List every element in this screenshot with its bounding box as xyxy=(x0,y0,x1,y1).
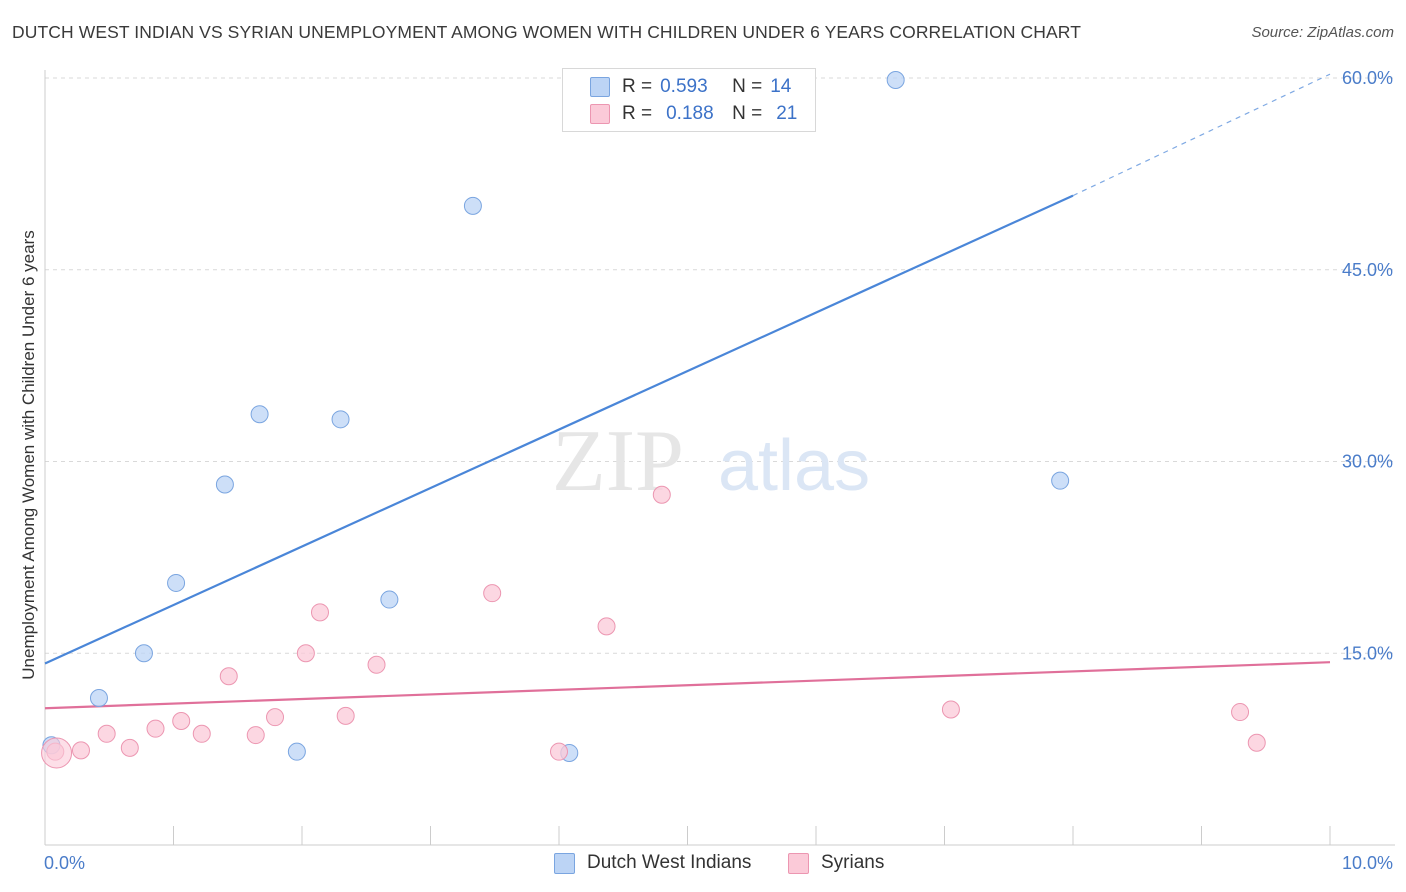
legend-item-syrians: Syrians xyxy=(788,852,884,874)
data-point xyxy=(296,644,315,663)
data-points xyxy=(41,71,1266,769)
data-point xyxy=(192,724,211,743)
data-point xyxy=(134,644,153,663)
data-point xyxy=(219,667,238,686)
legend-n-value: 21 xyxy=(776,103,798,124)
x-tick-label: 10.0% xyxy=(1342,853,1393,873)
axes xyxy=(44,70,1395,846)
legend-swatch-pink xyxy=(590,104,610,124)
tick-labels: 15.0% 30.0% 45.0% 60.0% 0.0% 10.0% xyxy=(44,68,1393,873)
data-point xyxy=(367,655,386,674)
data-point xyxy=(463,196,482,215)
legend-swatch-blue xyxy=(590,77,610,97)
source-label: Source: ZipAtlas.com xyxy=(1251,24,1394,41)
x-tick-label: 0.0% xyxy=(44,853,85,873)
trend-lines xyxy=(44,73,1331,710)
data-point xyxy=(331,410,350,429)
data-point xyxy=(167,573,186,592)
trend-line xyxy=(44,661,1331,710)
data-point xyxy=(250,405,269,424)
data-point xyxy=(941,700,960,719)
grid-lines xyxy=(45,77,1395,654)
data-point-cluster xyxy=(41,737,73,769)
trend-line xyxy=(44,194,1074,665)
legend-r-value: 0.188 xyxy=(666,103,714,124)
y-tick-label: 30.0% xyxy=(1342,452,1393,472)
data-point xyxy=(172,712,191,731)
y-tick-label: 15.0% xyxy=(1342,643,1393,663)
data-point xyxy=(246,726,265,745)
data-point xyxy=(483,584,502,603)
legend-r-label: R = xyxy=(622,103,653,124)
data-point xyxy=(89,688,108,707)
legend-r-label: R = xyxy=(622,76,653,97)
data-point xyxy=(380,590,399,609)
data-point xyxy=(1247,733,1266,752)
data-point xyxy=(71,741,90,760)
data-point xyxy=(97,724,116,743)
data-point xyxy=(336,706,355,725)
correlation-legend: R = 0.593 N = 14 R = 0.188 N = 21 xyxy=(562,68,816,132)
legend-item-dutch-west-indians: Dutch West Indians xyxy=(554,852,751,874)
data-point xyxy=(146,719,165,738)
watermark-atlas: atlas xyxy=(718,426,870,506)
data-point xyxy=(310,603,329,622)
trend-line-extension xyxy=(1072,73,1331,197)
data-point xyxy=(886,71,905,89)
data-point xyxy=(1051,471,1070,490)
legend-r-value: 0.593 xyxy=(660,76,708,97)
data-point xyxy=(215,475,234,494)
legend-swatch-pink xyxy=(788,852,809,874)
data-point xyxy=(1231,703,1250,722)
data-point xyxy=(120,738,139,757)
data-point xyxy=(550,742,568,761)
y-tick-label: 45.0% xyxy=(1342,260,1393,280)
series-legend: Dutch West Indians Syrians xyxy=(0,852,1406,878)
data-point xyxy=(266,708,285,727)
legend-swatch-blue xyxy=(554,852,575,874)
data-point xyxy=(597,617,616,636)
legend-row-dutch-west-indians: R = 0.593 N = 14 xyxy=(563,74,791,100)
y-axis-label: Unemployment Among Women with Children U… xyxy=(19,230,38,679)
data-point xyxy=(287,742,306,761)
legend-n-value: 14 xyxy=(770,76,792,97)
legend-item-label: Syrians xyxy=(821,852,885,873)
legend-row-syrians: R = 0.188 N = 21 xyxy=(563,101,797,127)
legend-n-label: N = xyxy=(732,103,763,124)
y-tick-label: 60.0% xyxy=(1342,68,1393,88)
legend-item-label: Dutch West Indians xyxy=(587,852,752,873)
chart-title: DUTCH WEST INDIAN VS SYRIAN UNEMPLOYMENT… xyxy=(12,22,1081,42)
legend-n-label: N = xyxy=(732,76,763,97)
data-point xyxy=(652,485,671,504)
